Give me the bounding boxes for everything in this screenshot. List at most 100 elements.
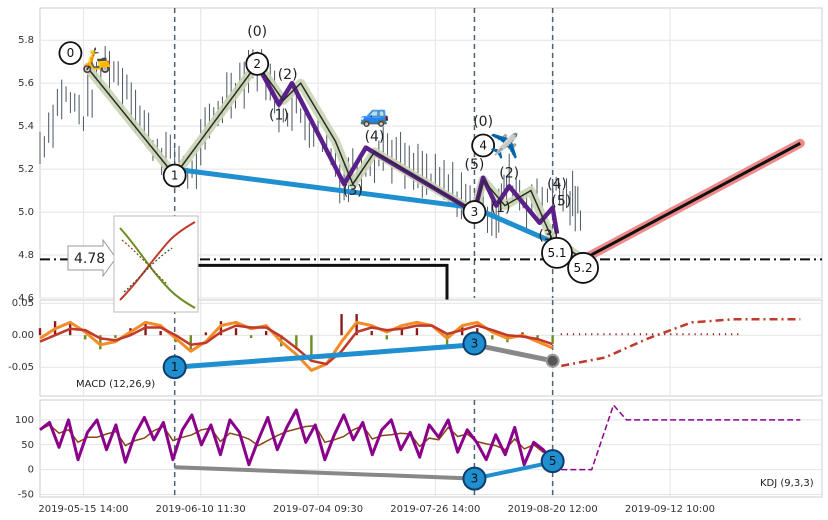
y-tick-label: -50 [18,490,34,501]
macd-hist-bar [189,335,192,350]
macd-point-text: 3 [471,337,479,351]
macd-hist-bar [731,333,733,336]
macd-hist-bar [609,333,611,336]
macd-hist-bar [295,335,298,350]
macd-hist-bar [234,328,238,336]
kdj-point [540,449,565,474]
airplane-icon: ✈️ [490,131,520,160]
macd-hist-bar [615,333,617,336]
x-tick-label: 2019-09-12 10:00 [625,504,715,515]
macd-hist-bar [566,333,569,336]
wave-point [462,200,487,224]
macd-blue-line [174,342,475,370]
macd-hist-bar [670,333,672,336]
macd-hist-bar [264,330,268,336]
y-tick-label: -0.05 [8,362,34,373]
macd-hist-bar [572,333,575,336]
car-icon: 🚙 [360,100,390,128]
y-tick-label: 4.8 [18,250,34,261]
y-tick-label: 0 [28,465,34,476]
macd-hist-bar [700,333,702,336]
y-tick-label: 4.6 [18,293,34,304]
macd-hist-bar [737,333,739,336]
macd-hist-bar [204,332,208,336]
kdj-forecast [561,403,801,471]
macd-gray-line [473,342,554,364]
macd-panel: 0.05 0.00 -0.05 1 3 [8,298,823,397]
macd-hist-bar [38,328,42,336]
y-tick-label: 5.4 [18,121,34,132]
wave-point [471,133,496,158]
macd-hist-bar [560,333,562,336]
macd-hist-bar [633,333,635,336]
kdj-blue-line [473,460,554,481]
macd-hist-bar [249,335,253,339]
kdj-point [462,466,487,491]
wave-label: (5) [551,194,571,210]
x-tick-label: 2019-07-26 14:00 [390,504,480,515]
macd-hist-bar [310,335,313,357]
level-callout: 4.78 [67,238,117,278]
wave-point [567,252,599,284]
macd-point [462,331,487,356]
macd-hist-bar [84,335,87,340]
y-tick-label: 0.00 [12,330,34,341]
y-tick-label: 5.0 [18,207,34,218]
wave-label: (2) [499,166,519,182]
x-axis: 2019-05-15 14:00 2019-06-10 11:30 2019-07-… [38,504,715,515]
y-tick-label: 5.6 [18,78,34,89]
macd-hist-bar [676,333,678,336]
kdj-point-text: 3 [471,472,479,486]
macd-hist-bar [340,314,343,336]
macd-hist-bar [491,335,494,340]
wave-point-text: 3 [471,205,479,219]
macd-hist-bar [219,321,223,336]
macd-dif-line [39,320,554,372]
panel-frame [39,399,823,498]
macd-hist-bar [585,333,587,336]
wave-label: (2) [278,67,298,83]
macd-hist-bar [385,335,388,340]
macd-hist-bar [706,333,708,336]
macd-hist-bar [639,333,642,336]
kdj-point-text: 5 [549,454,557,468]
wave-label: (1) [269,108,289,124]
macd-hist-bar [159,330,162,336]
macd-hist-bar [445,335,449,346]
macd-hist-bar [415,328,419,336]
macd-hist-bar [476,328,479,336]
macd-hist-bar [621,333,623,336]
x-tick-label: 2019-08-20 12:00 [508,504,598,515]
wave-label: (4) [365,129,385,145]
macd-hist-bar [682,333,684,336]
macd-hist-bar [603,333,605,336]
kdj-gray-line [174,465,475,481]
y-tick-label: 0.05 [12,298,34,309]
macd-dea-line [39,324,554,366]
macd-hist-bar [144,323,147,336]
wave-point-text: 5.2 [574,261,593,275]
macd-hist-bar [99,335,102,350]
macd-hist-bar [664,333,666,336]
macd-label: MACD (12,26,9) [76,379,155,390]
wave-label: (0) [247,24,267,40]
macd-point-text: 1 [171,360,179,374]
macd-end-dot [545,353,560,368]
wave-label: (1) [491,200,511,216]
macd-hist-bar [597,333,599,336]
x-tick-label: 2019-06-10 11:30 [156,504,246,515]
wave-label: (3) [343,183,363,199]
wave-point [58,41,83,66]
wave-point-text: 4 [479,138,487,152]
macd-hist-bar [651,333,654,336]
macd-point [162,355,187,380]
macd-hist-bar [688,333,690,336]
macd-hist-bar [627,333,629,336]
macd-hist-bar [718,333,721,336]
wave-point-text: 5.1 [547,246,566,260]
forecast-line [582,141,802,261]
x-tick-label: 2019-05-15 14:00 [38,504,128,515]
y-tick-label: 5.2 [18,164,34,175]
macd-hist-bar [591,333,593,336]
